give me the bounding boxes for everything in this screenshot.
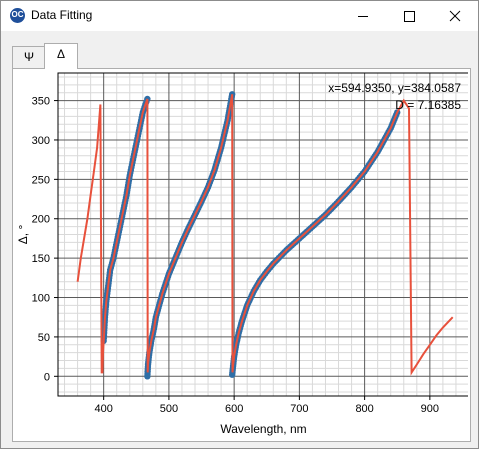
axis-ticks: 400 500 600 700 800 900 0 50 100 150 200 250 300 350 (32, 96, 439, 415)
y-tick-label: 300 (32, 135, 50, 147)
chart-panel: 400 500 600 700 800 900 0 50 100 150 200 250 300 350 … (12, 68, 471, 442)
minimize-button[interactable] (340, 1, 386, 31)
y-tick-label: 50 (38, 332, 50, 344)
y-tick-label: 0 (44, 371, 50, 383)
y-tick-label: 250 (32, 174, 50, 186)
close-button[interactable] (432, 1, 478, 31)
x-tick-label: 900 (421, 403, 439, 415)
tab-delta[interactable]: Δ (44, 43, 78, 69)
x-axis-label: Wavelength, nm (220, 422, 306, 436)
fit-line (76, 94, 454, 376)
y-tick-label: 350 (32, 96, 50, 108)
close-icon (449, 10, 461, 22)
y-tick-label: 150 (32, 253, 50, 265)
tab-psi-label: Ψ (23, 50, 35, 64)
x-tick-label: 400 (94, 403, 112, 415)
maximize-button[interactable] (386, 1, 432, 31)
tab-delta-label: Δ (56, 47, 65, 61)
window-title: Data Fitting (31, 8, 93, 22)
y-axis-label: Δ, ° (16, 225, 30, 245)
x-tick-label: 600 (225, 403, 243, 415)
app-logo-icon: OC (10, 8, 25, 23)
cursor-coordinates-readout: x=594.9350, y=384.0587 (328, 81, 461, 95)
x-tick-label: 500 (160, 403, 178, 415)
y-tick-label: 200 (32, 214, 50, 226)
y-tick-label: 100 (32, 293, 50, 305)
series-layer (76, 91, 454, 380)
tab-psi[interactable]: Ψ (12, 46, 46, 68)
delta-chart[interactable]: 400 500 600 700 800 900050100150200250300350 … (13, 69, 470, 439)
distance-readout: D = 7.16385 (395, 98, 461, 112)
x-tick-label: 800 (355, 403, 373, 415)
maximize-icon (404, 11, 415, 22)
title-bar[interactable]: OC Data Fitting (1, 1, 478, 31)
x-tick-label: 700 (290, 403, 308, 415)
minimize-icon (358, 16, 368, 17)
